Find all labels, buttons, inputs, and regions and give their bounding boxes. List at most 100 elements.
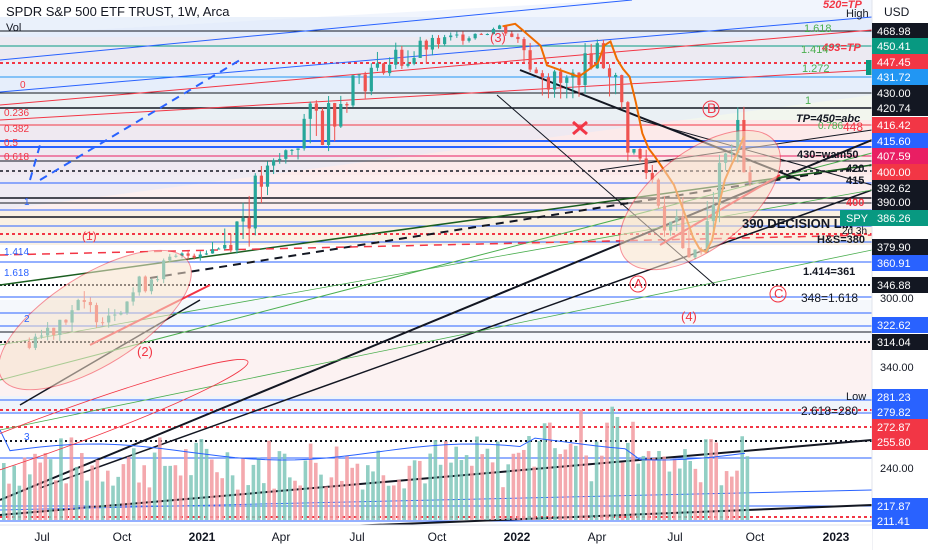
volume-bar	[600, 455, 604, 520]
time-tick-label: 2022	[504, 530, 531, 544]
volume-bar	[740, 436, 744, 520]
chart-annotation-text: 430=wam50	[797, 149, 858, 161]
candle-body	[418, 40, 422, 58]
volume-bar	[459, 460, 464, 520]
volume-bar	[532, 466, 536, 520]
time-tick-label: Jul	[34, 530, 49, 544]
candle-body	[461, 34, 465, 41]
price-tag	[872, 100, 928, 116]
candle-body	[626, 102, 630, 153]
volume-bar	[85, 480, 89, 520]
price-tag	[872, 69, 928, 85]
time-tick-label: Oct	[746, 530, 765, 544]
candle-body	[595, 43, 599, 69]
price-tag	[872, 164, 928, 180]
volume-bar	[678, 468, 682, 520]
volume-bar	[308, 443, 313, 520]
candle-body	[491, 28, 496, 35]
background-band	[0, 37, 872, 62]
volume-bar	[319, 474, 323, 520]
price-tag-label: 322.62	[877, 320, 911, 332]
wave-ellipse	[619, 129, 781, 271]
chart-annotations: (3) (2) (4) (1) B A C 520=TP 493=TP TP=450=abc448…	[4, 0, 865, 443]
candle-body	[583, 53, 587, 86]
price-tag-label: 447.45	[877, 57, 911, 69]
volume-bar	[594, 441, 599, 520]
price-tag	[872, 23, 928, 39]
price-tag	[872, 404, 928, 420]
trend-line	[39, 189, 873, 489]
price-tag	[872, 434, 928, 450]
volume-bar	[527, 436, 531, 520]
volume-bar	[324, 486, 328, 520]
wave-ellipse	[0, 249, 192, 391]
volume-bar	[381, 475, 386, 520]
volume-bar	[59, 438, 63, 520]
time-axis-background	[0, 525, 872, 550]
volume-bar	[553, 448, 557, 520]
volume-bar	[537, 441, 542, 520]
price-tick-label: 340.00	[880, 362, 914, 374]
candle-body	[601, 43, 606, 69]
price-axis[interactable]: 468.98 450.41 447.45 431.72 430.00 420.74 416.…	[840, 0, 932, 550]
candle-body	[333, 103, 337, 127]
volume-bar	[64, 483, 68, 520]
candle-body	[388, 64, 392, 74]
price-tag	[872, 85, 928, 101]
chart-annotation-text: 1.414=361	[803, 266, 855, 278]
volume-bar	[230, 475, 235, 520]
volume-bar	[392, 485, 396, 520]
time-axis[interactable]: Jul Oct 2021 Apr Jul Oct 2022 Apr Jul Oct 2023	[0, 524, 872, 550]
volume-bar	[262, 483, 266, 520]
chart-annotation-text: 493=TP	[821, 42, 861, 54]
currency-label[interactable]: USD	[884, 5, 910, 19]
candle-body	[430, 37, 435, 50]
volume-bar	[423, 483, 427, 520]
volume-bar	[246, 485, 250, 520]
volume-bar	[54, 480, 58, 520]
volume-bar	[199, 439, 204, 520]
candle-body	[180, 253, 184, 256]
volume-bar	[12, 465, 16, 520]
trend-line	[29, 144, 41, 181]
chart-annotation-text: H&S=380	[817, 234, 865, 246]
volume-bar	[288, 477, 292, 520]
candle-body	[546, 77, 551, 90]
volume-bar	[116, 476, 120, 520]
candle-body	[577, 72, 581, 86]
volume-bar	[210, 459, 214, 520]
volume-bar	[636, 463, 640, 520]
chart-annotation-text: 390 DECISION L...	[742, 216, 853, 231]
volume-bar	[589, 481, 594, 520]
volume-bar	[475, 436, 479, 520]
chart-annotation-text: 0.236	[4, 108, 29, 119]
price-tag-label: 314.04	[877, 337, 911, 349]
price-tag	[872, 210, 928, 226]
volume-bar	[2, 463, 6, 520]
volume-bar	[605, 422, 609, 520]
trend-line	[0, 29, 873, 106]
volume-bar	[178, 475, 183, 520]
chart-annotation-text: C	[774, 286, 783, 301]
volume-bar	[397, 479, 401, 520]
candle-body	[223, 245, 227, 249]
cross-mark	[572, 120, 588, 136]
price-tag-label: 272.87	[877, 422, 911, 434]
volume-bar	[652, 457, 656, 520]
price-tag-label: 468.98	[877, 26, 911, 38]
candle-body	[516, 36, 520, 40]
candle-body	[510, 33, 514, 37]
chart-annotation-text: B	[707, 100, 716, 116]
volume-bar	[74, 466, 79, 520]
wave-label-circle	[769, 285, 787, 303]
trend-line	[0, 16, 873, 93]
chart-annotation-text: 2.618=280	[801, 404, 858, 418]
candle-body	[217, 248, 221, 250]
candle-body	[351, 75, 355, 106]
volume-bar	[126, 456, 131, 520]
volume-bar	[69, 437, 74, 520]
candle-body	[644, 158, 648, 174]
volume-bar	[402, 488, 406, 520]
